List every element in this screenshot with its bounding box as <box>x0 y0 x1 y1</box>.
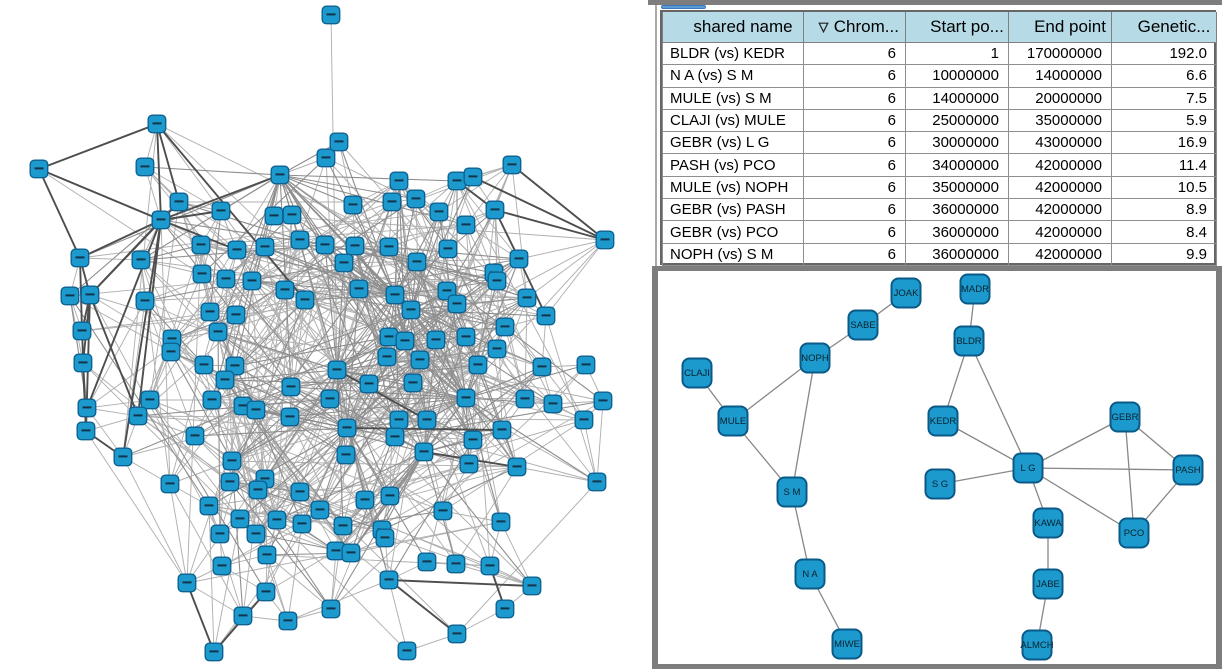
svg-text:S G: S G <box>932 479 948 490</box>
svg-text:SABE: SABE <box>850 320 875 331</box>
svg-text:PASH: PASH <box>1175 465 1200 476</box>
svg-text:N A: N A <box>802 569 818 580</box>
svg-text:JABE: JABE <box>1036 579 1060 590</box>
svg-text:KAWA: KAWA <box>1034 518 1062 529</box>
svg-text:KEDR: KEDR <box>930 416 957 427</box>
svg-text:NOPH: NOPH <box>801 353 829 364</box>
svg-text:JOAK: JOAK <box>894 288 919 299</box>
svg-text:MIWE: MIWE <box>834 639 860 650</box>
svg-text:BLDR: BLDR <box>956 336 981 347</box>
svg-text:CLAJI: CLAJI <box>684 368 710 379</box>
svg-text:S M: S M <box>784 487 801 498</box>
svg-text:GEBR: GEBR <box>1112 412 1139 423</box>
svg-text:MADR: MADR <box>961 284 989 295</box>
svg-text:MULE: MULE <box>720 416 746 427</box>
svg-text:L G: L G <box>1021 463 1036 474</box>
svg-text:PCO: PCO <box>1124 528 1145 539</box>
svg-text:ALMCH: ALMCH <box>1020 640 1053 651</box>
